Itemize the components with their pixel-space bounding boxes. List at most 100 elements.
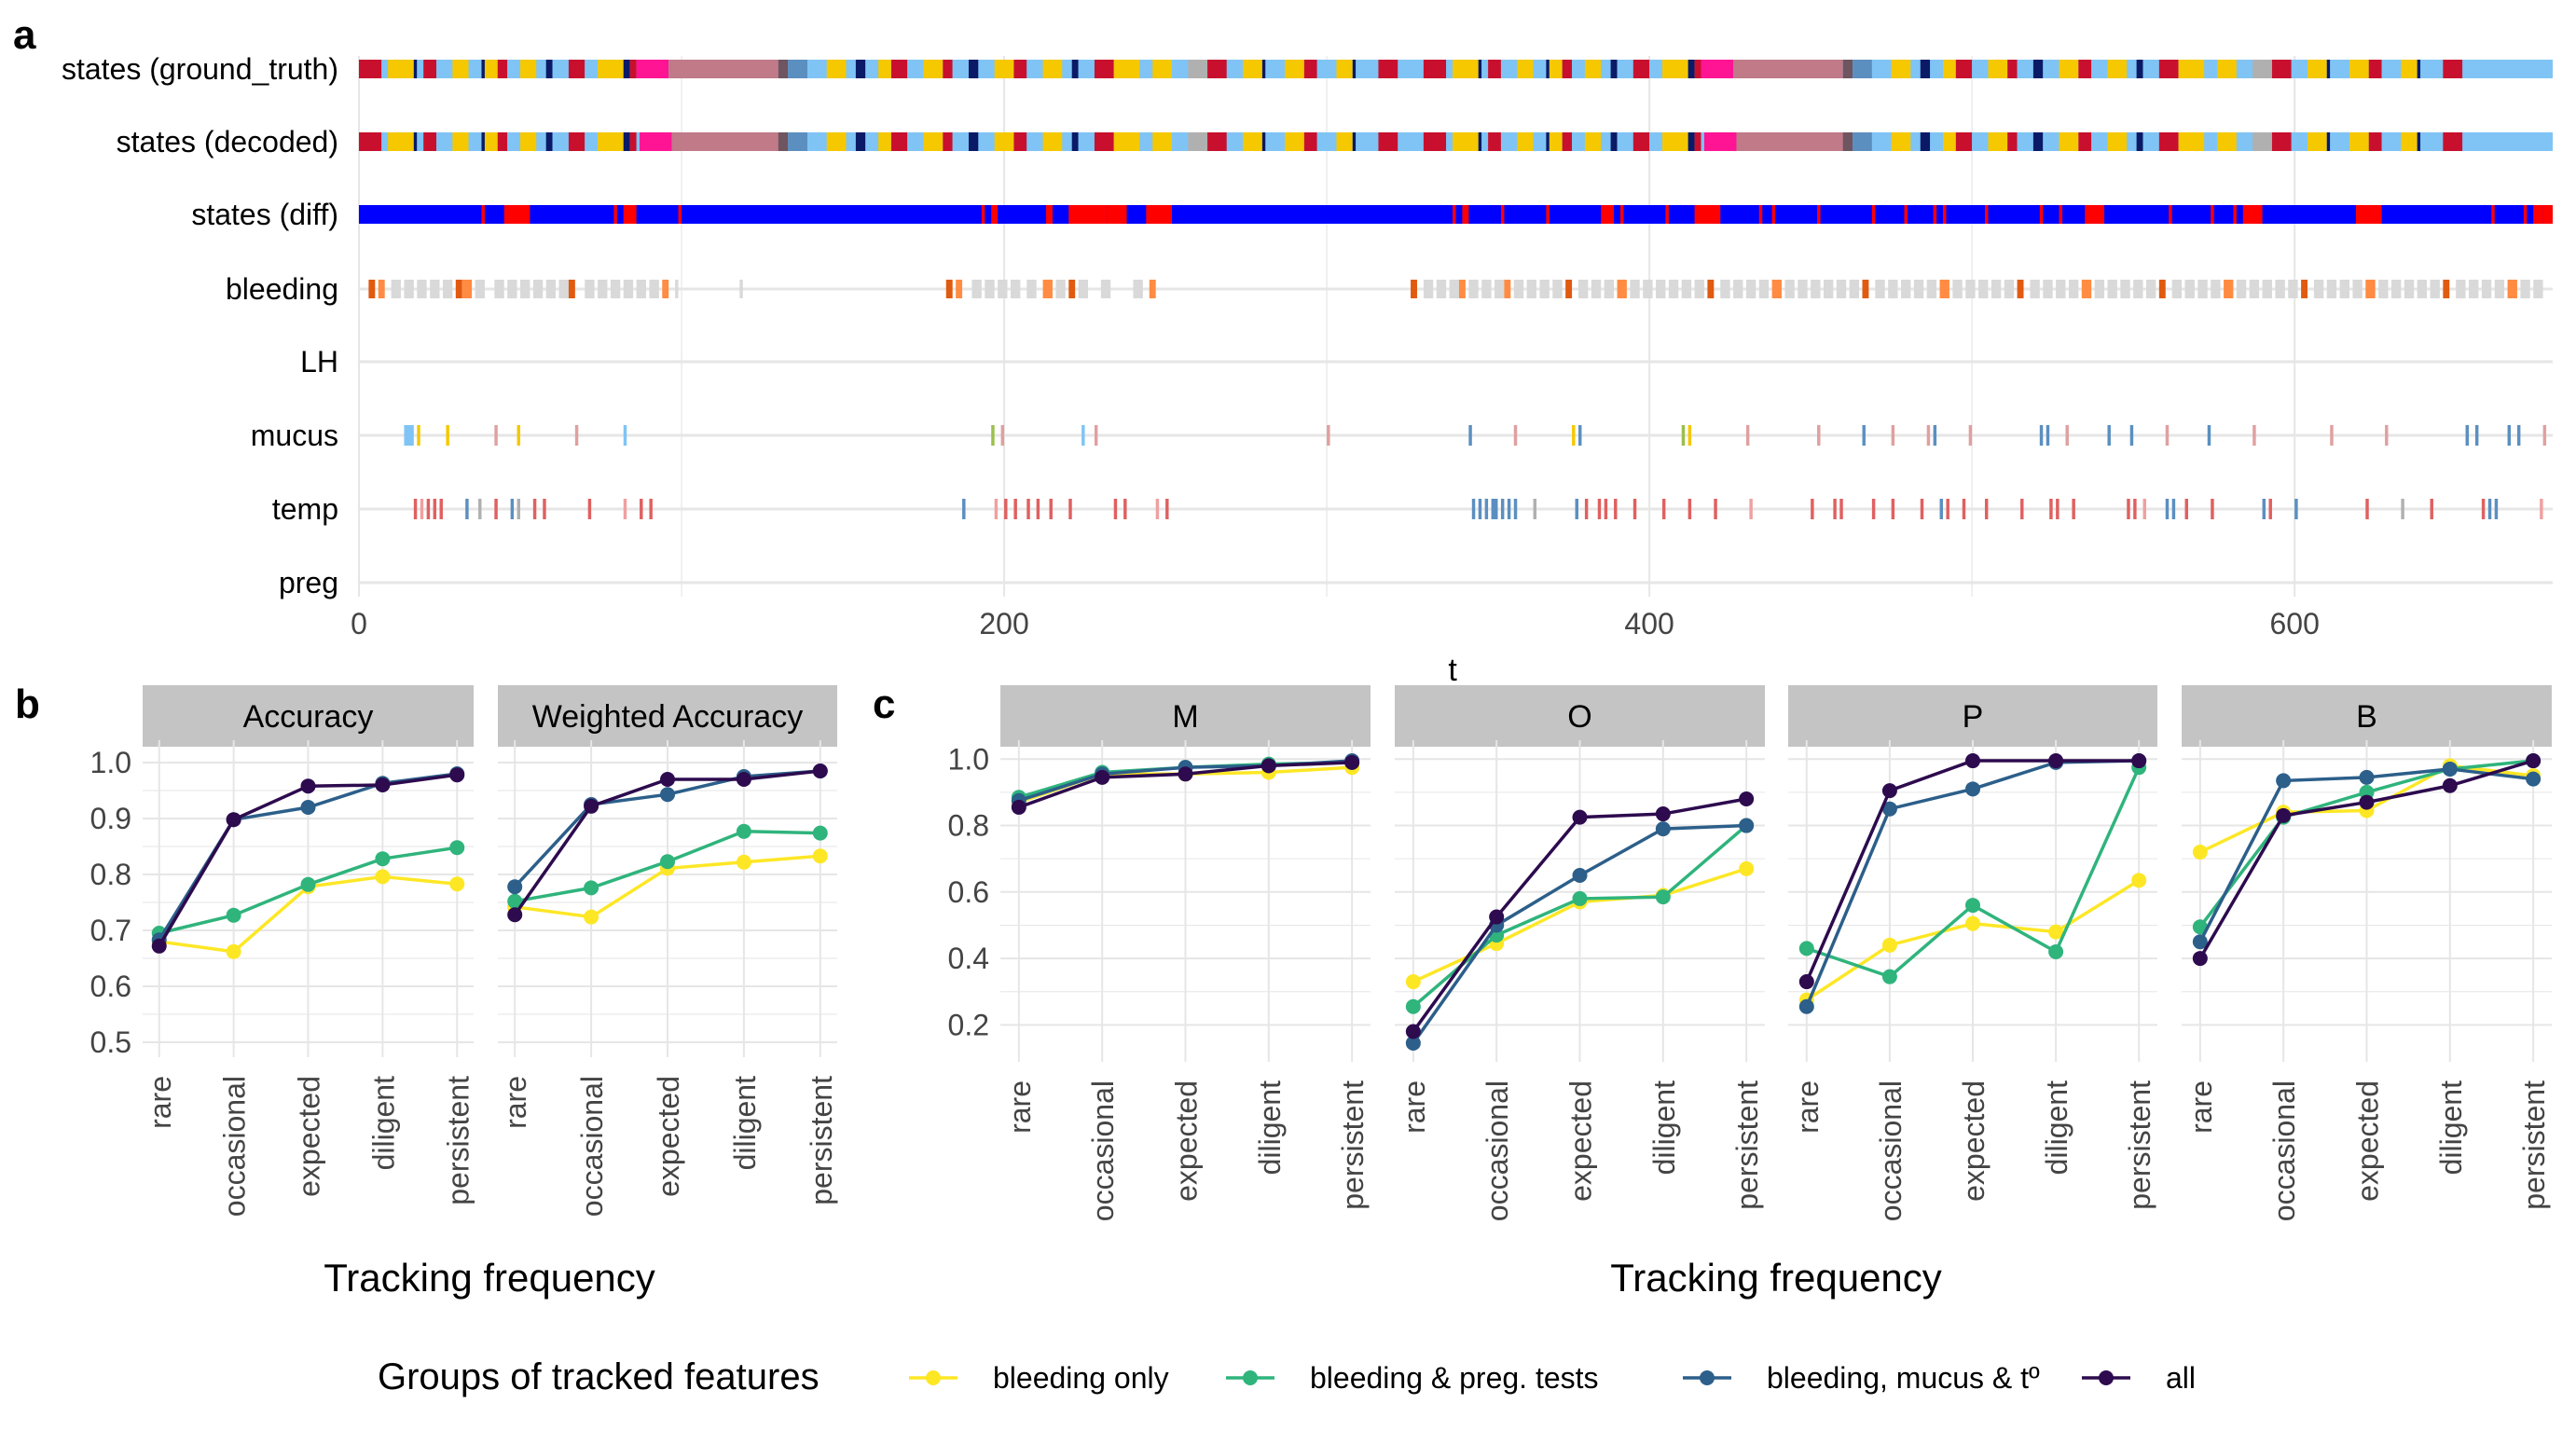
- a-state-segment: [1481, 60, 1489, 78]
- series-point-3: [2276, 807, 2292, 823]
- a-bleeding-tick: [404, 280, 414, 298]
- a-state-segment: [2091, 60, 2108, 78]
- a-bleeding-tick: [2030, 280, 2040, 298]
- a-state-segment: [598, 132, 624, 151]
- facet-y-tick-label: 1.0: [90, 746, 131, 779]
- a-temp-tick: [2049, 499, 2053, 519]
- a-temp-tick: [439, 499, 443, 519]
- a-bleeding-tick: [1055, 280, 1066, 298]
- a-diff-mismatch: [1068, 205, 1108, 224]
- a-state-segment: [1871, 132, 1892, 151]
- a-temp-tick: [2487, 499, 2492, 519]
- series-point-2: [2192, 934, 2208, 950]
- a-x-tick-label: 400: [1624, 607, 1674, 640]
- a-diff-mismatch: [1771, 205, 1776, 224]
- a-bleeding-tick: [2068, 280, 2079, 298]
- a-bleeding-tick: [1504, 280, 1511, 298]
- a-state-segment: [2330, 132, 2350, 151]
- a-state-segment: [1572, 60, 1585, 78]
- series-point-1: [2192, 919, 2208, 935]
- facet-x-tick-label: expected: [1170, 1080, 1204, 1202]
- series-point-1: [1965, 898, 1980, 914]
- a-state-segment: [1243, 132, 1262, 151]
- a-bleeding-tick: [1901, 280, 1911, 298]
- a-row-label: LH: [300, 345, 338, 378]
- a-state-segment: [1423, 60, 1447, 78]
- series-point-1: [736, 823, 751, 839]
- a-temp-tick: [623, 499, 627, 519]
- series-point-2: [1405, 1035, 1421, 1051]
- a-state-segment: [1188, 132, 1208, 151]
- a-mucus-tick: [2107, 425, 2111, 446]
- series-point-3: [226, 812, 241, 828]
- a-bleeding-tick: [1526, 280, 1537, 298]
- series-point-0: [1965, 915, 1980, 931]
- a-bleeding-tick: [507, 280, 517, 298]
- a-temp-tick: [2268, 499, 2272, 519]
- a-state-segment: [507, 60, 521, 78]
- a-state-segment: [623, 132, 630, 151]
- facet-x-tick-label: diligent: [1253, 1080, 1287, 1176]
- a-state-segment: [1078, 132, 1095, 151]
- a-state-segment: [1303, 132, 1317, 151]
- series-point-2: [1739, 818, 1755, 833]
- a-bleeding-tick: [1481, 280, 1492, 298]
- a-bleeding-tick: [2094, 280, 2105, 298]
- a-state-segment: [1336, 132, 1353, 151]
- a-x-axis-label: t: [1448, 653, 1457, 688]
- a-diff-mismatch: [991, 205, 999, 224]
- a-bleeding-tick: [1926, 280, 1937, 298]
- a-bleeding-tick: [1836, 280, 1847, 298]
- a-temp-tick: [532, 499, 537, 519]
- a-state-segment: [806, 132, 827, 151]
- series-point-1: [1405, 998, 1421, 1014]
- a-state-segment: [2007, 132, 2018, 151]
- a-diff-mismatch: [1943, 205, 1947, 224]
- a-state-segment: [890, 60, 908, 78]
- a-bleeding-tick: [1991, 280, 2002, 298]
- a-temp-tick: [2056, 499, 2059, 519]
- a-state-segment: [1094, 132, 1114, 151]
- a-state-segment: [1352, 132, 1357, 151]
- a-state-segment: [598, 60, 624, 78]
- a-state-segment: [1062, 60, 1072, 78]
- a-state-segment: [671, 132, 782, 151]
- a-bleeding-tick: [2275, 280, 2285, 298]
- a-state-segment: [481, 132, 485, 151]
- a-bleeding-tick: [1745, 280, 1756, 298]
- a-state-segment: [2043, 132, 2059, 151]
- a-state-segment: [1853, 60, 1872, 78]
- a-state-segment: [1562, 60, 1573, 78]
- a-temp-tick: [1984, 499, 1989, 519]
- a-row-label: temp: [272, 492, 338, 526]
- a-bleeding-tick: [2520, 280, 2530, 298]
- a-bleeding-tick: [1495, 280, 1505, 298]
- a-temp-tick: [478, 499, 482, 519]
- series-point-0: [1739, 860, 1755, 876]
- series-point-3: [1095, 769, 1110, 785]
- series-point-1: [300, 876, 316, 892]
- facet-x-tick-label: occasional: [1086, 1080, 1120, 1221]
- a-state-segment: [481, 60, 485, 78]
- facet-title: Weighted Accuracy: [532, 699, 803, 735]
- a-bleeding-tick: [2430, 280, 2440, 298]
- a-bleeding-tick: [1042, 280, 1053, 298]
- a-state-segment: [1871, 60, 1892, 78]
- a-state-segment: [484, 60, 498, 78]
- a-bleeding-tick: [558, 280, 569, 298]
- a-bleeding-tick: [2236, 280, 2247, 298]
- a-state-segment: [1094, 60, 1114, 78]
- a-state-segment: [788, 60, 807, 78]
- a-bleeding-tick: [675, 280, 679, 298]
- facet-x-tick-label: expected: [2351, 1080, 2385, 1202]
- a-state-segment: [1891, 132, 1911, 151]
- a-mucus-tick: [1745, 425, 1750, 446]
- a-state-segment: [1891, 60, 1911, 78]
- a-state-segment: [1478, 60, 1482, 78]
- a-state-segment: [1920, 60, 1931, 78]
- a-state-segment: [1226, 60, 1244, 78]
- a-state-segment: [568, 132, 585, 151]
- series-point-1: [2048, 943, 2064, 959]
- a-state-segment: [2443, 132, 2463, 151]
- a-diff-mismatch: [2242, 205, 2263, 224]
